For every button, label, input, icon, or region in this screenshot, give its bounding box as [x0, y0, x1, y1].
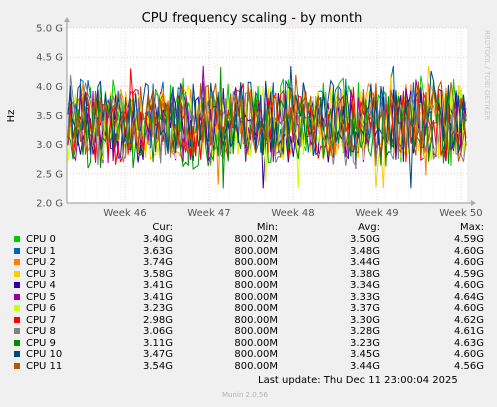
- series-lines: [67, 65, 467, 189]
- last-update: Last update: Thu Dec 11 23:00:04 2025: [258, 375, 458, 386]
- y-tick-label: 4.0 G: [36, 82, 63, 93]
- chart-title: CPU frequency scaling - by month: [142, 11, 363, 26]
- y-tick-label: 2.0 G: [36, 199, 63, 210]
- y-tick-label: 5.0 G: [36, 24, 63, 35]
- y-tick-label: 4.5 G: [36, 53, 63, 64]
- x-tick-label: Week 46: [103, 208, 146, 219]
- munin-version: Munin 2.0.56: [222, 391, 268, 399]
- axes: 2.0 G 2.5 G 3.0 G 3.5 G 4.0 G 4.5 G 5.0 G Week …: [36, 17, 483, 219]
- x-tick-label: Week 49: [355, 208, 398, 219]
- series-line: [67, 67, 467, 189]
- series-line: [67, 74, 467, 162]
- series-line: [67, 65, 467, 189]
- rrdtool-tag: RRDTOOL / TOBI OETIKER: [483, 30, 491, 120]
- x-tick-label: Week 48: [271, 208, 314, 219]
- y-tick-label: 2.5 G: [36, 169, 63, 180]
- x-tick-label: Week 50: [439, 208, 482, 219]
- x-tick-label: Week 47: [187, 208, 230, 219]
- y-tick-label: 3.0 G: [36, 140, 63, 151]
- y-tick-label: 3.5 G: [36, 111, 63, 122]
- x-axis-arrow: [471, 200, 476, 206]
- y-axis-label: Hz: [6, 110, 17, 123]
- y-axis-arrow: [64, 17, 70, 22]
